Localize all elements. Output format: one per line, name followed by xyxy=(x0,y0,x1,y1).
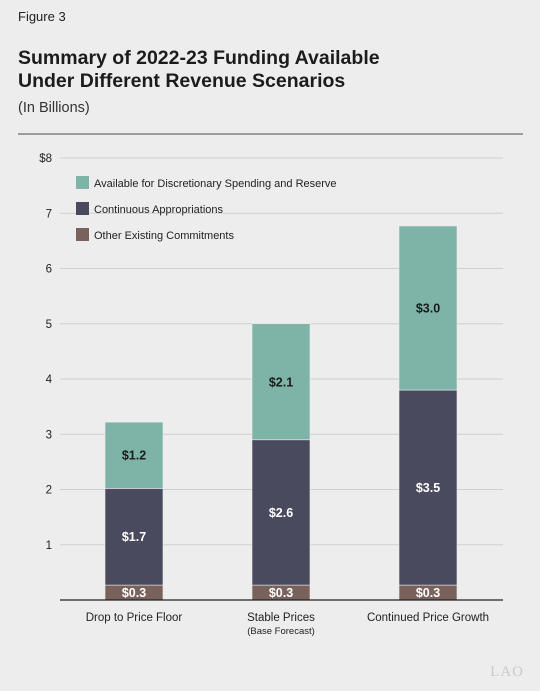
legend-label: Available for Discretionary Spending and… xyxy=(94,178,337,190)
data-label: $2.6 xyxy=(269,506,293,520)
data-label: $3.0 xyxy=(416,302,440,316)
title-divider xyxy=(18,133,523,135)
chart-title-line-2: Under Different Revenue Scenarios xyxy=(18,70,346,92)
y-tick-label: 7 xyxy=(46,208,52,220)
chart-subtitle: (In Billions) xyxy=(18,100,90,116)
chart-title-line-1: Summary of 2022-23 Funding Available xyxy=(18,47,380,69)
legend-label: Continuous Appropriations xyxy=(94,204,224,216)
x-category-sublabel: (Base Forecast) xyxy=(247,626,315,637)
data-label: $1.2 xyxy=(122,449,146,463)
figure-label: Figure 3 xyxy=(18,9,66,24)
y-tick-label: 3 xyxy=(46,429,52,441)
legend-label: Other Existing Commitments xyxy=(94,230,234,242)
data-label: $0.3 xyxy=(269,586,293,600)
x-category-label: Stable Prices xyxy=(247,612,315,624)
legend-swatch xyxy=(76,202,89,215)
bar-segment xyxy=(251,439,311,586)
bar-segment xyxy=(398,225,458,391)
lao-logo: LAO xyxy=(490,664,524,680)
data-label: $1.7 xyxy=(122,530,146,544)
y-tick-label: 5 xyxy=(46,319,52,331)
data-label: $3.5 xyxy=(416,481,440,495)
x-category-label: Drop to Price Floor xyxy=(86,612,183,624)
y-tick-label: 2 xyxy=(46,485,52,497)
legend-swatch xyxy=(76,228,89,241)
y-tick-label: 1 xyxy=(46,540,52,552)
bar-segment xyxy=(398,389,458,586)
bar-segment xyxy=(104,421,164,489)
data-label: $0.3 xyxy=(122,586,146,600)
data-label: $2.1 xyxy=(269,375,293,389)
y-tick-label: 4 xyxy=(46,374,53,386)
y-tick-label: 6 xyxy=(46,264,52,276)
data-label: $0.3 xyxy=(416,586,440,600)
chart-title: Summary of 2022-23 Funding Available Und… xyxy=(18,47,518,93)
y-tick-label: $8 xyxy=(39,153,52,165)
legend-swatch xyxy=(76,176,89,189)
bar-segment xyxy=(251,323,311,441)
x-category-label: Continued Price Growth xyxy=(367,612,489,624)
